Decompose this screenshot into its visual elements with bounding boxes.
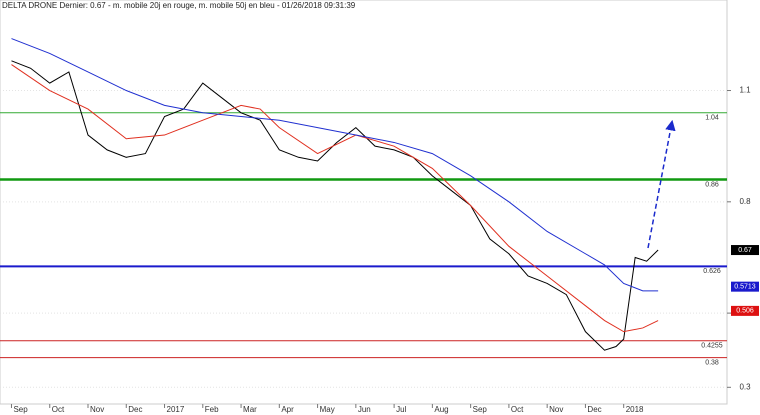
x-tick-label: 2017 bbox=[167, 405, 185, 414]
price-box bbox=[731, 281, 759, 292]
x-tick-label: Oct bbox=[511, 405, 524, 414]
x-tick-label: Oct bbox=[52, 405, 65, 414]
x-tick-label: Mar bbox=[243, 405, 257, 414]
level-label: 1.04 bbox=[705, 115, 719, 122]
level-label: 0.38 bbox=[705, 359, 719, 366]
price-line bbox=[11, 38, 659, 292]
y-tick-label: 0.3 bbox=[739, 382, 751, 391]
price-box-label: 0.5713 bbox=[734, 284, 756, 291]
level-label: 0.4255 bbox=[701, 343, 723, 350]
x-tick-label: Jun bbox=[358, 405, 371, 414]
x-tick-label: Sep bbox=[13, 405, 28, 414]
y-tick-label: 1.1 bbox=[739, 86, 751, 95]
y-tick-label: 0.8 bbox=[739, 197, 751, 206]
price-line bbox=[11, 60, 659, 351]
x-tick-label: Aug bbox=[434, 405, 448, 414]
arrow bbox=[647, 119, 676, 249]
x-tick-label: Nov bbox=[90, 405, 104, 414]
x-tick-label: May bbox=[320, 405, 335, 414]
price-box bbox=[731, 305, 759, 316]
x-tick-label: 2018 bbox=[626, 405, 644, 414]
price-box-label: 0.67 bbox=[738, 247, 752, 254]
level-label: 0.626 bbox=[703, 268, 721, 275]
x-tick-label: Sep bbox=[473, 405, 488, 414]
price-box bbox=[731, 245, 759, 256]
chart-title: DELTA DRONE Dernier: 0.67 - m. mobile 20… bbox=[2, 1, 356, 10]
x-tick-label: Dec bbox=[587, 405, 601, 414]
x-tick-label: Nov bbox=[549, 405, 563, 414]
x-tick-label: Apr bbox=[281, 405, 294, 414]
price-box-label: 0.506 bbox=[736, 308, 754, 315]
x-tick-label: Jul bbox=[396, 405, 406, 414]
x-tick-label: Feb bbox=[205, 405, 219, 414]
x-tick-label: Dec bbox=[128, 405, 142, 414]
level-label: 0.86 bbox=[705, 181, 719, 188]
